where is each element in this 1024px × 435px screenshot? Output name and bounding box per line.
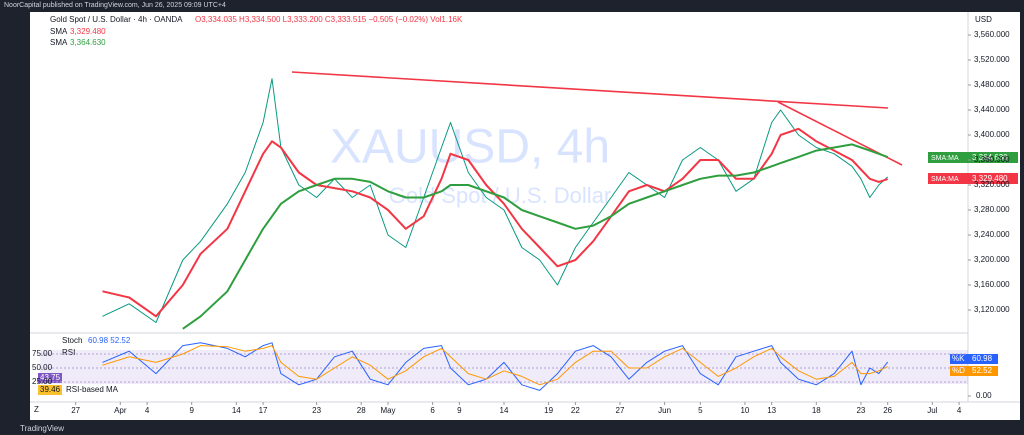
legend-sma-value: 3,329.480: [70, 27, 106, 36]
chart-area: [30, 12, 1020, 420]
y-tick-label: 3,400.000: [974, 130, 1010, 139]
badge: [928, 152, 968, 163]
badge-label: SMA:MA: [931, 155, 959, 162]
x-tick-label: Apr: [114, 406, 127, 415]
corner: Z: [34, 405, 39, 414]
watermark-symbol: XAUUSD, 4h: [330, 121, 610, 174]
badge-value: 3,364.630: [972, 153, 1008, 162]
legend-sma-name: SMA: [50, 38, 68, 47]
x-tick-label: May: [380, 406, 395, 415]
series-line: [182, 143, 889, 330]
stoch-values: 60.98 52.52: [88, 336, 131, 345]
x-tick-label: 22: [571, 406, 580, 415]
badge: [968, 152, 1018, 163]
badge: [950, 366, 968, 376]
y2-tick-label: 0.00: [976, 391, 992, 400]
rsi-ma-label: RSI-based MA: [66, 385, 119, 394]
badge-value: 3,329.480: [972, 174, 1008, 183]
badge: [968, 366, 998, 376]
badge: [950, 354, 968, 364]
y-tick-label: 3,360.000: [974, 155, 1010, 164]
y-tick-label: 3,440.000: [974, 105, 1010, 114]
x-tick-label: 9: [189, 406, 194, 415]
currency: USD: [975, 15, 992, 24]
stoch-label: Stoch: [62, 336, 82, 345]
y-tick-label: 75.00: [32, 349, 53, 358]
series-line: [102, 78, 889, 323]
x-tick-label: 18: [812, 406, 821, 415]
x-tick-label: 13: [767, 406, 776, 415]
x-tick-label: 23: [856, 406, 865, 415]
rsi-value: 43.75: [40, 373, 61, 382]
x-tick-label: 26: [883, 406, 892, 415]
x-tick-label: 10: [740, 406, 749, 415]
badge: [928, 173, 968, 184]
y-tick-label: 50.00: [32, 363, 53, 372]
y-tick-label: 25.00: [32, 377, 53, 386]
footer: TradingView: [20, 424, 64, 433]
rsi-badge: [38, 373, 62, 383]
x-tick-label: 4: [145, 406, 150, 415]
legend-symbol: Gold Spot / U.S. Dollar · 4h · OANDA: [50, 15, 183, 24]
badge-label: %D: [952, 366, 965, 375]
x-tick-label: 5: [698, 406, 703, 415]
legend-sma-name: SMA: [50, 27, 68, 36]
y-tick-label: 3,160.000: [974, 280, 1010, 289]
x-tick-label: Jun: [658, 406, 671, 415]
y-tick-label: 3,560.000: [974, 30, 1010, 39]
x-tick-label: 28: [357, 406, 366, 415]
y-tick-label: 3,480.000: [974, 80, 1010, 89]
x-tick-label: 27: [616, 406, 625, 415]
legend-sma-value: 3,364.630: [70, 38, 106, 47]
x-tick-label: 14: [232, 406, 241, 415]
rsi-ma-badge: [38, 385, 62, 395]
x-tick-label: 9: [457, 406, 462, 415]
y-tick-label: 3,520.000: [974, 55, 1010, 64]
y-tick-label: 3,120.000: [974, 305, 1010, 314]
series-line: [102, 342, 889, 391]
x-tick-label: 14: [500, 406, 509, 415]
x-tick-label: 6: [430, 406, 435, 415]
badge: [968, 354, 998, 364]
rsi-label: RSI: [62, 348, 75, 357]
y-tick-label: 3,320.000: [974, 180, 1010, 189]
legend-ohlc: O3,334.035 H3,334.500 L3,333.200 C3,333.…: [195, 15, 463, 24]
trend-line: [291, 71, 889, 109]
x-tick-label: 4: [957, 406, 962, 415]
header: NoorCapital published on TradingView.com…: [4, 2, 226, 9]
x-tick-label: Jul: [927, 406, 937, 415]
y-tick-label: 3,200.000: [974, 255, 1010, 264]
series-line: [102, 127, 889, 318]
badge-label: %K: [952, 354, 965, 363]
badge: [968, 173, 1018, 184]
x-tick-label: 27: [71, 406, 80, 415]
y-tick-label: 3,240.000: [974, 230, 1010, 239]
x-tick-label: 23: [312, 406, 321, 415]
y-tick-label: 3,280.000: [974, 205, 1010, 214]
x-tick-label: 17: [259, 406, 268, 415]
badge-value: 60.98: [972, 354, 993, 363]
rsi-ma-value: 39.46: [40, 385, 61, 394]
badge-label: SMA:MA: [931, 176, 959, 183]
x-tick-label: 19: [544, 406, 553, 415]
badge-value: 52.52: [972, 366, 993, 375]
series-line: [102, 345, 888, 386]
